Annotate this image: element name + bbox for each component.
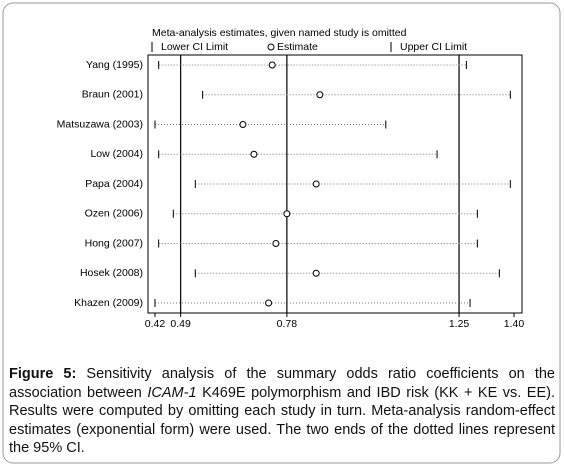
legend-label: Estimate — [277, 41, 318, 53]
study-label: Low (2004) — [90, 148, 143, 160]
estimate — [316, 91, 324, 99]
legend-label: Upper CI Limit — [400, 41, 467, 53]
legend-marker — [267, 43, 275, 51]
estimate — [283, 210, 291, 218]
x-tick-label: 1.40 — [504, 318, 525, 330]
estimate — [250, 150, 258, 158]
study-label: Yang (1995) — [86, 59, 143, 71]
plot-box — [147, 54, 523, 314]
legend-label: Lower CI Limit — [161, 41, 228, 53]
caption-gene: ICAM-1 — [147, 384, 197, 401]
study-label: Braun (2001) — [82, 89, 143, 101]
caption-text: K469E polymorphism and IBD risk (KK + KE… — [9, 384, 556, 457]
x-tick-label: 0.78 — [277, 318, 298, 330]
estimate — [268, 61, 276, 69]
x-tick-label: 1.25 — [449, 318, 470, 330]
caption-label: Figure 5: — [9, 366, 77, 382]
study-label: Papa (2004) — [85, 178, 143, 190]
estimate — [239, 121, 247, 128]
estimate — [272, 240, 280, 247]
x-tick-label: 0.42 — [145, 318, 166, 330]
x-tick-label: 0.49 — [170, 318, 191, 330]
caption-text: Sensitivity analysis of the summary odds… — [9, 366, 555, 401]
chart-title: Meta-analysis estimates, given named stu… — [152, 27, 407, 39]
study-label: Hosek (2008) — [80, 267, 143, 279]
study-label: Ozen (2006) — [85, 208, 143, 220]
estimate — [265, 299, 273, 307]
study-label: Hong (2007) — [85, 237, 143, 249]
caption: Figure 5: Sensitivity analysis of the su… — [9, 365, 555, 458]
study-label: Khazen (2009) — [74, 297, 143, 309]
estimate — [312, 269, 320, 277]
estimate — [312, 180, 320, 188]
study-label: Matsuzawa (2003) — [57, 118, 143, 130]
